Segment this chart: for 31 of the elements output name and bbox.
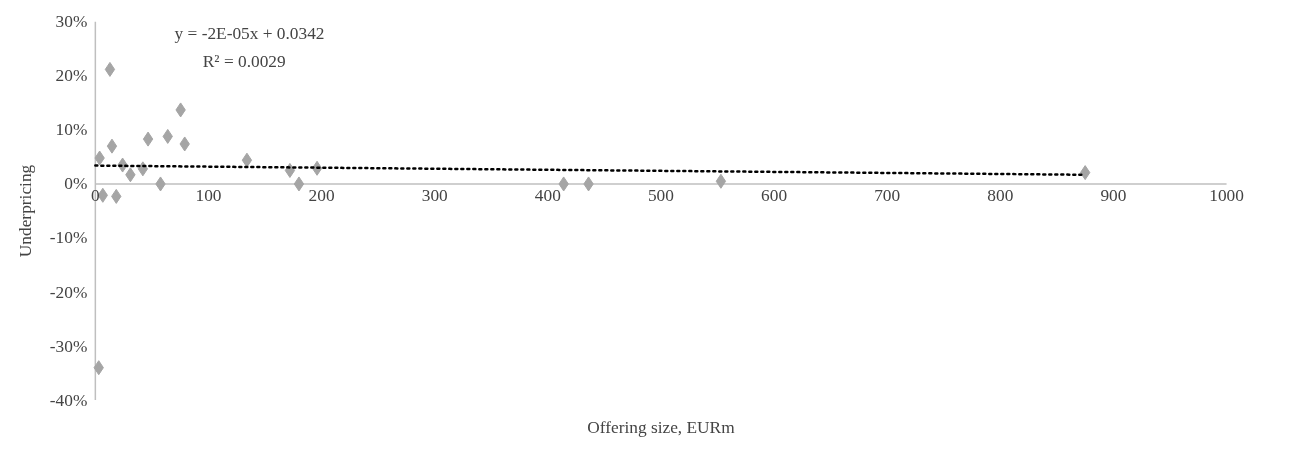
point — [1079, 165, 1091, 181]
x-tick-label: 200 — [308, 185, 335, 205]
y-tick-label: 30% — [55, 12, 88, 32]
y-axis-title: Underpricing — [16, 164, 36, 258]
annotation: R² = 0.0029 — [202, 52, 286, 72]
x-tick-label: 1000 — [1209, 185, 1244, 205]
y-tick-label: 0% — [64, 174, 88, 194]
point — [106, 138, 118, 154]
x-axis-title: Offering size, EURm — [587, 418, 736, 438]
x-tick-label: 800 — [987, 185, 1014, 205]
x-tick-label: 0 — [91, 185, 100, 205]
x-tick-label: 400 — [534, 185, 561, 205]
point — [142, 131, 154, 147]
x-tick-label: 300 — [421, 185, 448, 205]
y-tick-label: 20% — [55, 66, 88, 86]
y-tick-label: 10% — [55, 120, 88, 140]
point — [104, 61, 116, 77]
y-tick-label: -20% — [49, 282, 88, 302]
x-tick-label: 900 — [1100, 185, 1127, 205]
x-tick-label: 600 — [761, 185, 788, 205]
point — [241, 152, 253, 168]
point — [715, 173, 727, 189]
y-tick-label: -30% — [49, 336, 88, 356]
x-tick-label: 100 — [195, 185, 222, 205]
point — [137, 161, 149, 177]
y-tick-label: -10% — [49, 228, 88, 248]
x-tick-label: 500 — [647, 185, 674, 205]
y-tick-label: -40% — [49, 390, 88, 410]
point — [293, 176, 305, 192]
x-tick-label: 700 — [874, 185, 901, 205]
annotation: y = -2E-05x + 0.0342 — [174, 23, 325, 43]
